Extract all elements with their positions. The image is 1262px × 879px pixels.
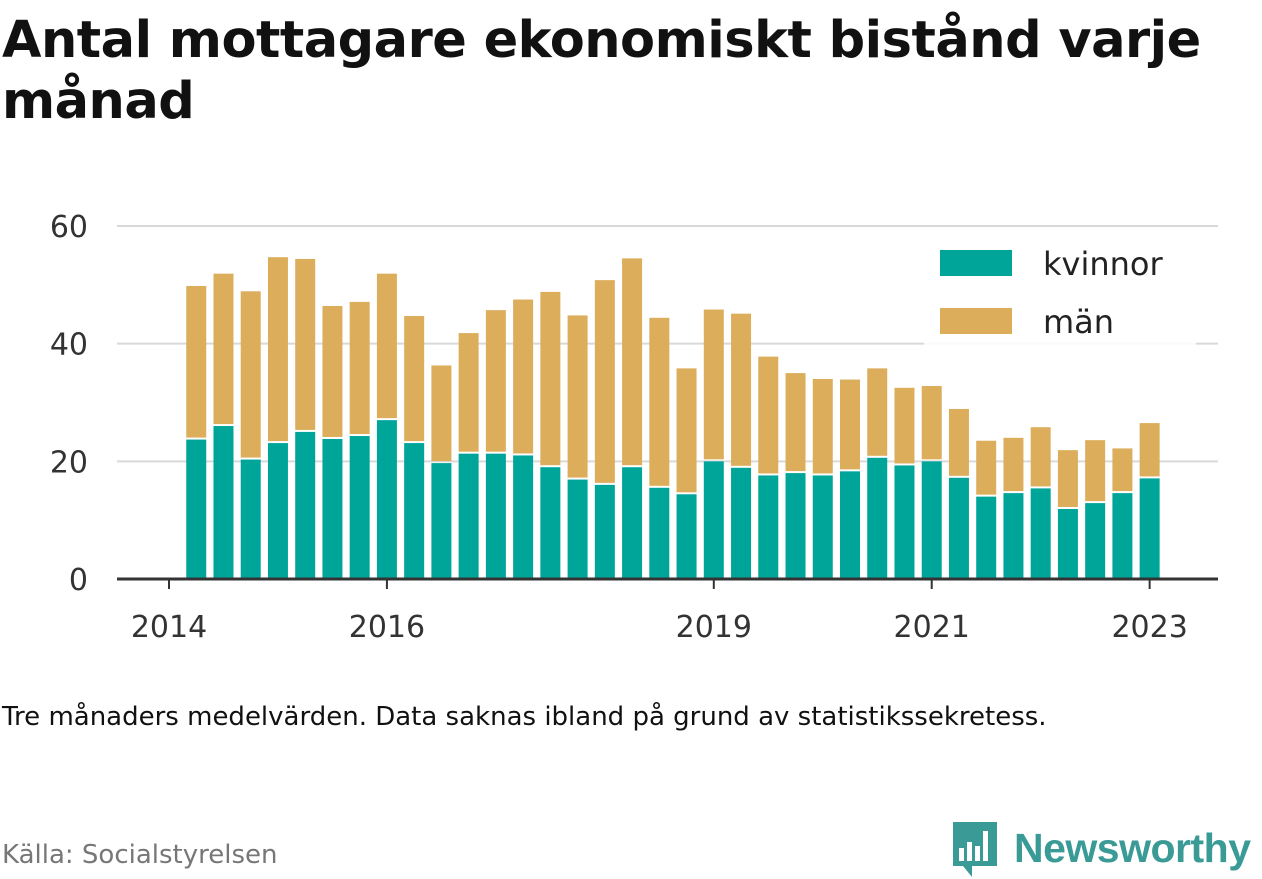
bar-man	[540, 291, 561, 466]
bar-kvinnor	[731, 467, 752, 579]
bar-kvinnor	[485, 453, 506, 579]
bar-kvinnor	[295, 431, 316, 579]
legend-label: kvinnor	[1043, 245, 1164, 283]
bar-kvinnor	[1003, 493, 1024, 579]
bar-kvinnor	[840, 471, 860, 579]
bar-man	[295, 258, 316, 430]
bar-kvinnor	[376, 420, 397, 579]
bar-man	[594, 280, 615, 483]
bar-man	[322, 306, 343, 437]
bar-kvinnor	[703, 461, 724, 579]
bar-kvinnor	[1139, 478, 1160, 579]
y-tick-label: 0	[69, 563, 88, 598]
legend: kvinnor män	[924, 240, 1196, 348]
bar-man	[213, 273, 234, 425]
x-tick-label: 2016	[349, 610, 425, 645]
bar-kvinnor	[921, 461, 942, 579]
bar-kvinnor	[1030, 488, 1051, 579]
bar-man	[567, 315, 588, 478]
source-credit: Källa: Socialstyrelsen	[2, 840, 278, 870]
bar-kvinnor	[567, 479, 588, 579]
bar-man	[921, 386, 942, 460]
bar-kvinnor	[431, 463, 452, 579]
bar-kvinnor	[213, 426, 234, 579]
bar-man	[976, 440, 997, 495]
bar-kvinnor	[240, 459, 261, 579]
bar-kvinnor	[758, 475, 779, 579]
bar-kvinnor	[649, 487, 670, 579]
y-tick-label: 60	[50, 210, 88, 245]
chart-note: Tre månaders medelvärden. Data saknas ib…	[2, 702, 1047, 732]
bar-kvinnor	[322, 438, 343, 579]
bar-kvinnor	[404, 443, 425, 579]
bar-man	[458, 333, 479, 452]
bar-kvinnor	[622, 467, 643, 579]
bar-kvinnor	[676, 494, 697, 579]
bar-man	[513, 299, 534, 454]
bar-man	[622, 258, 643, 466]
bar-man	[240, 291, 261, 458]
bar-kvinnor	[1112, 493, 1133, 579]
bar-kvinnor	[267, 443, 288, 579]
bar-kvinnor	[785, 473, 806, 579]
bar-man	[758, 356, 779, 474]
bar-man	[1030, 427, 1051, 487]
bar-man	[431, 365, 452, 462]
x-axis: 2014 2016 2019 2021 2023	[117, 577, 1218, 645]
bar-man	[894, 387, 915, 464]
bar-man	[349, 301, 370, 435]
bar-kvinnor	[1085, 503, 1106, 579]
y-tick-label: 40	[50, 328, 88, 363]
bar-man	[267, 257, 288, 442]
bar-man	[376, 273, 397, 419]
y-axis-ticks: 0 20 40 60	[50, 210, 88, 598]
bar-man	[676, 368, 697, 493]
bar-kvinnor	[458, 453, 479, 579]
bars	[186, 257, 1160, 579]
bar-kvinnor	[812, 475, 833, 579]
bar-kvinnor	[894, 465, 915, 579]
bar-man	[1139, 423, 1160, 477]
bar-man	[1112, 448, 1133, 492]
legend-label: män	[1043, 303, 1114, 341]
bar-kvinnor	[540, 467, 561, 579]
x-tick-label: 2019	[676, 610, 752, 645]
bar-kvinnor	[1057, 508, 1078, 579]
bar-man	[1003, 437, 1024, 492]
bar-man	[485, 310, 506, 452]
y-tick-label: 20	[50, 445, 88, 480]
x-tick-label: 2023	[1111, 610, 1187, 645]
bar-man	[703, 309, 724, 460]
bar-kvinnor	[594, 484, 615, 579]
stacked-bar-chart: 0 20 40 60 2014 2016 2019 2021 2023 kvinnor män	[50, 210, 1218, 645]
x-tick-label: 2014	[131, 610, 207, 645]
bar-man	[867, 368, 888, 456]
x-tick-label: 2021	[894, 610, 970, 645]
bar-man	[186, 286, 207, 438]
bar-kvinnor	[867, 457, 888, 579]
bar-man	[1057, 450, 1078, 507]
bar-kvinnor	[948, 477, 969, 579]
bar-man	[649, 317, 670, 486]
bar-kvinnor	[186, 439, 207, 579]
bar-man	[1085, 440, 1106, 502]
bar-man	[731, 313, 752, 466]
bar-man	[840, 379, 860, 470]
brand-name: Newsworthy	[1014, 824, 1251, 871]
bar-chart-speech-bubble-icon	[953, 822, 997, 877]
bar-man	[404, 316, 425, 442]
bar-man	[812, 378, 833, 474]
brand-logo: Newsworthy	[950, 818, 1251, 878]
bar-kvinnor	[349, 436, 370, 579]
bar-kvinnor	[513, 455, 534, 579]
legend-swatch	[940, 308, 1012, 334]
bar-kvinnor	[976, 496, 997, 579]
bar-man	[785, 373, 806, 472]
chart-title: Antal mottagare ekonomiskt bistånd varje…	[2, 11, 1201, 132]
legend-swatch	[940, 250, 1012, 276]
bar-man	[948, 408, 969, 476]
